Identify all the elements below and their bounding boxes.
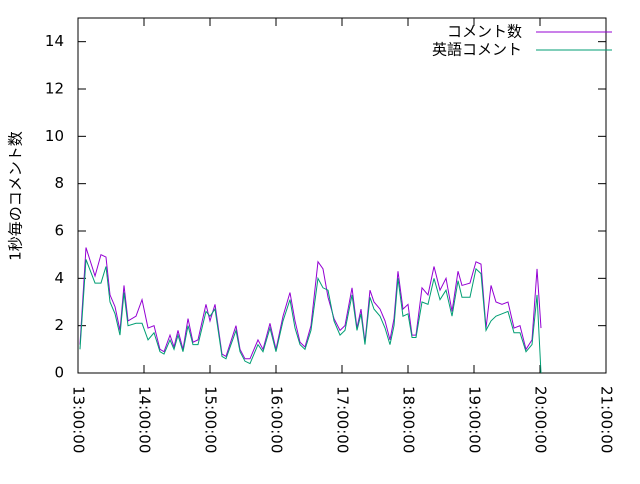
y-tick-label: 6 bbox=[54, 222, 64, 240]
y-tick-label: 4 bbox=[54, 269, 64, 287]
legend-label: 英語コメント bbox=[432, 41, 522, 59]
series-line bbox=[79, 259, 542, 374]
y-tick-label: 0 bbox=[54, 364, 64, 382]
y-axis-label: 1秒毎のコメント数 bbox=[7, 131, 25, 261]
x-tick-label: 14:00:00 bbox=[136, 386, 154, 453]
x-tick-label: 18:00:00 bbox=[400, 386, 418, 453]
y-tick-label: 10 bbox=[45, 127, 64, 145]
x-tick-label: 13:00:00 bbox=[70, 386, 88, 453]
x-tick-label: 20:00:00 bbox=[532, 386, 550, 453]
series-line bbox=[79, 247, 542, 360]
y-tick-label: 8 bbox=[54, 174, 64, 192]
y-tick-label: 12 bbox=[45, 80, 64, 98]
x-tick-label: 21:00:00 bbox=[598, 386, 616, 453]
x-tick-label: 17:00:00 bbox=[334, 386, 352, 453]
x-tick-label: 15:00:00 bbox=[202, 386, 220, 453]
y-tick-label: 14 bbox=[45, 32, 64, 50]
x-tick-label: 16:00:00 bbox=[268, 386, 286, 453]
y-tick-label: 2 bbox=[54, 316, 64, 334]
x-tick-label: 19:00:00 bbox=[466, 386, 484, 453]
plot-border bbox=[77, 17, 607, 374]
legend-label: コメント数 bbox=[447, 23, 522, 41]
